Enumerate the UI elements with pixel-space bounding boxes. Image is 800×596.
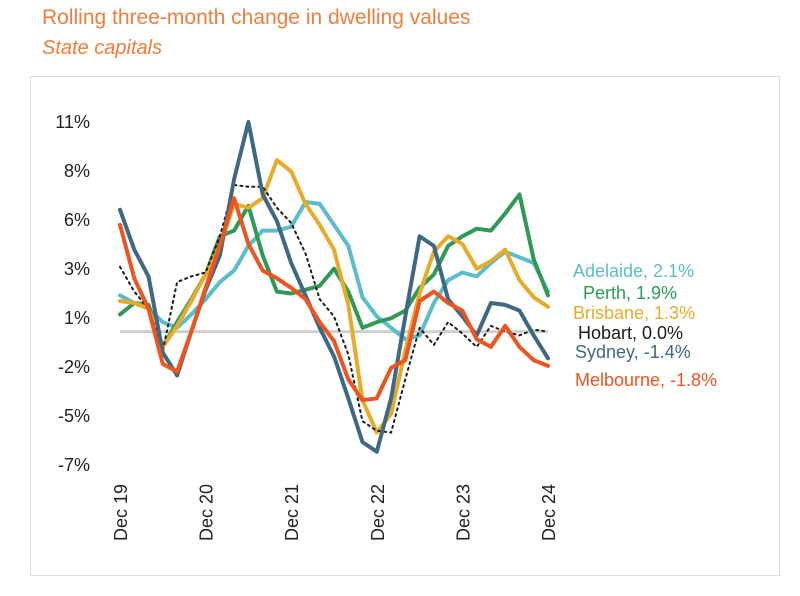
x-axis-ticks: Dec 19 Dec 20 Dec 21 Dec 22 Dec 23 Dec 24	[111, 484, 559, 541]
y-tick-label: 1%	[64, 308, 90, 328]
chart-title: Rolling three-month change in dwelling v…	[42, 6, 471, 29]
series-line-melbourne	[118, 196, 550, 403]
series-line-brisbane	[118, 158, 550, 435]
end-label-brisbane: Brisbane, 1.3%	[573, 303, 695, 323]
series-line-hobart	[119, 183, 549, 434]
y-tick-label: 3%	[64, 259, 90, 279]
x-tick-label: Dec 22	[368, 484, 388, 541]
x-tick-label: Dec 20	[197, 484, 217, 541]
end-label-hobart: Hobart, 0.0%	[578, 323, 683, 343]
y-tick-label: 6%	[64, 210, 90, 230]
x-tick-label: Dec 24	[539, 484, 559, 541]
x-tick-label: Dec 19	[111, 484, 131, 541]
chart-subtitle: State capitals	[42, 37, 163, 59]
end-label-sydney: Sydney, -1.4%	[575, 342, 691, 362]
x-tick-label: Dec 23	[453, 484, 473, 541]
series-line-sydney	[118, 120, 550, 454]
series-end-labels: Adelaide, 2.1%Perth, 1.9%Brisbane, 1.3%H…	[573, 261, 717, 390]
series-lines	[118, 120, 550, 454]
chart-frame	[30, 76, 780, 576]
end-label-adelaide: Adelaide, 2.1%	[573, 261, 694, 281]
end-label-melbourne: Melbourne, -1.8%	[575, 370, 717, 390]
y-tick-label: -7%	[58, 455, 90, 475]
y-tick-label: 8%	[64, 161, 90, 181]
y-axis-ticks: 11% 8% 6% 3% 1% -2% -5% -7%	[55, 112, 90, 475]
y-tick-label: -5%	[58, 406, 90, 426]
y-tick-label: -2%	[58, 357, 90, 377]
end-label-perth: Perth, 1.9%	[583, 283, 677, 303]
y-tick-label: 11%	[55, 112, 90, 132]
series-line-adelaide	[118, 200, 550, 342]
x-tick-label: Dec 21	[282, 484, 302, 541]
